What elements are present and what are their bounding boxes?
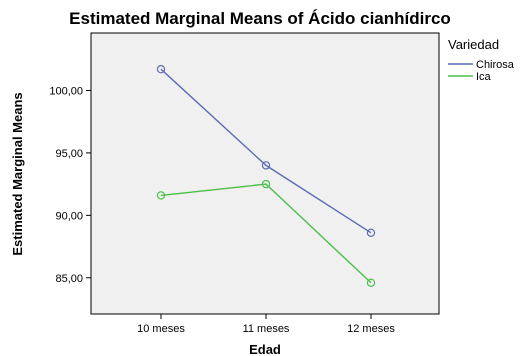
legend-label-chirosa: Chirosa xyxy=(476,59,515,71)
x-axis: 10 meses 11 meses 12 meses xyxy=(137,314,395,335)
plot-area xyxy=(90,32,440,315)
legend-label-ica: Ica xyxy=(476,71,492,83)
data-point-chirosa xyxy=(261,161,271,170)
y-tick-label: 100,00 xyxy=(49,85,83,97)
series-layer xyxy=(156,64,376,287)
chart-title: Estimated Marginal Means of Ácido cianhí… xyxy=(69,9,451,28)
x-axis-label: Edad xyxy=(249,342,281,356)
x-tick-label: 11 meses xyxy=(243,323,290,335)
series-line-ica xyxy=(160,183,372,284)
series-line-chirosa xyxy=(160,68,372,234)
y-tick-label: 90,00 xyxy=(55,210,83,222)
data-point-chirosa xyxy=(366,228,376,237)
data-point-chirosa xyxy=(156,64,166,74)
legend-title: Variedad xyxy=(448,37,499,52)
y-axis-label: Estimated Marginal Means xyxy=(10,92,25,255)
y-tick-label: 85,00 xyxy=(55,273,83,285)
data-point-ica xyxy=(366,278,376,287)
data-point-ica xyxy=(261,179,271,189)
x-tick-label: 10 meses xyxy=(137,323,185,335)
x-tick-label: 12 meses xyxy=(347,323,395,335)
y-axis: 85,00 90,00 95,00 100,00 xyxy=(49,85,91,285)
y-tick-label: 95,00 xyxy=(55,148,83,160)
data-point-ica xyxy=(156,191,166,200)
